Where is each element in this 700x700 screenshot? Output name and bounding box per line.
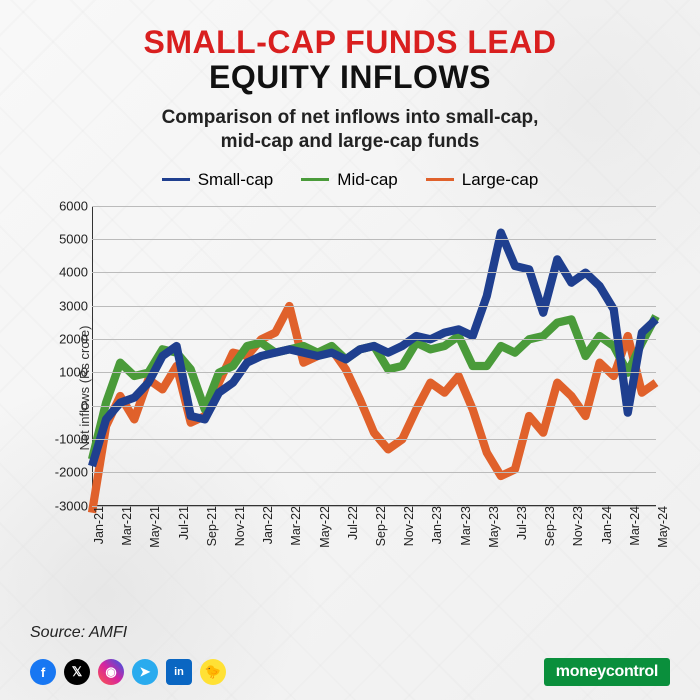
x-tick: Jul-22 <box>346 506 354 540</box>
brand-logo: moneycontrol <box>544 658 670 686</box>
y-tick: 3000 <box>48 298 88 313</box>
legend-swatch <box>162 178 190 181</box>
gridline <box>92 272 656 273</box>
line-series <box>92 206 656 506</box>
y-tick: 0 <box>48 398 88 413</box>
subtitle: Comparison of net inflows into small-cap… <box>30 106 670 154</box>
y-tick: -2000 <box>48 465 88 480</box>
chart: Net inflows (Rs crore) -3000-2000-100001… <box>30 198 670 578</box>
legend-label: Large-cap <box>462 170 539 190</box>
gridline <box>92 372 656 373</box>
x-tick: Sep-22 <box>374 506 382 546</box>
y-tick: 1000 <box>48 365 88 380</box>
y-tick: 4000 <box>48 265 88 280</box>
legend: Small-cap Mid-cap Large-cap <box>30 170 670 190</box>
legend-item-smallcap: Small-cap <box>162 170 274 190</box>
gridline <box>92 339 656 340</box>
facebook-icon[interactable]: f <box>30 659 56 685</box>
x-tick: Jan-23 <box>430 506 438 544</box>
y-tick: -1000 <box>48 431 88 446</box>
y-tick: 6000 <box>48 198 88 213</box>
gridline <box>92 239 656 240</box>
x-tick: Jan-22 <box>261 506 269 544</box>
legend-item-midcap: Mid-cap <box>301 170 397 190</box>
legend-item-largecap: Large-cap <box>426 170 539 190</box>
linkedin-icon[interactable]: in <box>166 659 192 685</box>
koo-icon[interactable]: 🐤 <box>200 659 226 685</box>
gridline <box>92 206 656 207</box>
x-tick: May-22 <box>318 506 326 548</box>
title-line2: EQUITY INFLOWS <box>30 59 670 96</box>
x-tick: Jul-21 <box>177 506 185 540</box>
legend-label: Small-cap <box>198 170 274 190</box>
x-tick: Mar-24 <box>628 506 636 546</box>
title-line1: SMALL-CAP FUNDS LEAD <box>30 24 670 61</box>
x-tick: May-24 <box>656 506 664 548</box>
y-tick: 5000 <box>48 231 88 246</box>
legend-label: Mid-cap <box>337 170 397 190</box>
x-tick: Nov-23 <box>571 506 579 546</box>
x-tick: Jan-21 <box>92 506 100 544</box>
social-icons: f𝕏 ◉ ➤ in 🐤 <box>30 659 226 685</box>
x-tick: Nov-22 <box>402 506 410 546</box>
instagram-icon[interactable]: ◉ <box>98 659 124 685</box>
x-tick: Mar-23 <box>459 506 467 546</box>
gridline <box>92 306 656 307</box>
gridline <box>92 472 656 473</box>
x-tick: Jan-24 <box>600 506 608 544</box>
x-tick: Jul-23 <box>515 506 523 540</box>
y-tick: 2000 <box>48 331 88 346</box>
x-tick: Mar-22 <box>289 506 297 546</box>
legend-swatch <box>301 178 329 181</box>
gridline <box>92 406 656 407</box>
gridline <box>92 439 656 440</box>
legend-swatch <box>426 178 454 181</box>
x-tick: May-21 <box>148 506 156 548</box>
x-tick: Sep-23 <box>543 506 551 546</box>
x-icon[interactable]: 𝕏 <box>64 659 90 685</box>
telegram-icon[interactable]: ➤ <box>132 659 158 685</box>
x-tick: Sep-21 <box>205 506 213 546</box>
y-tick: -3000 <box>48 498 88 513</box>
x-tick: Nov-21 <box>233 506 241 546</box>
series-line <box>92 305 656 512</box>
x-tick: Mar-21 <box>120 506 128 546</box>
x-tick: May-23 <box>487 506 495 548</box>
source-text: Source: AMFI <box>30 624 127 642</box>
